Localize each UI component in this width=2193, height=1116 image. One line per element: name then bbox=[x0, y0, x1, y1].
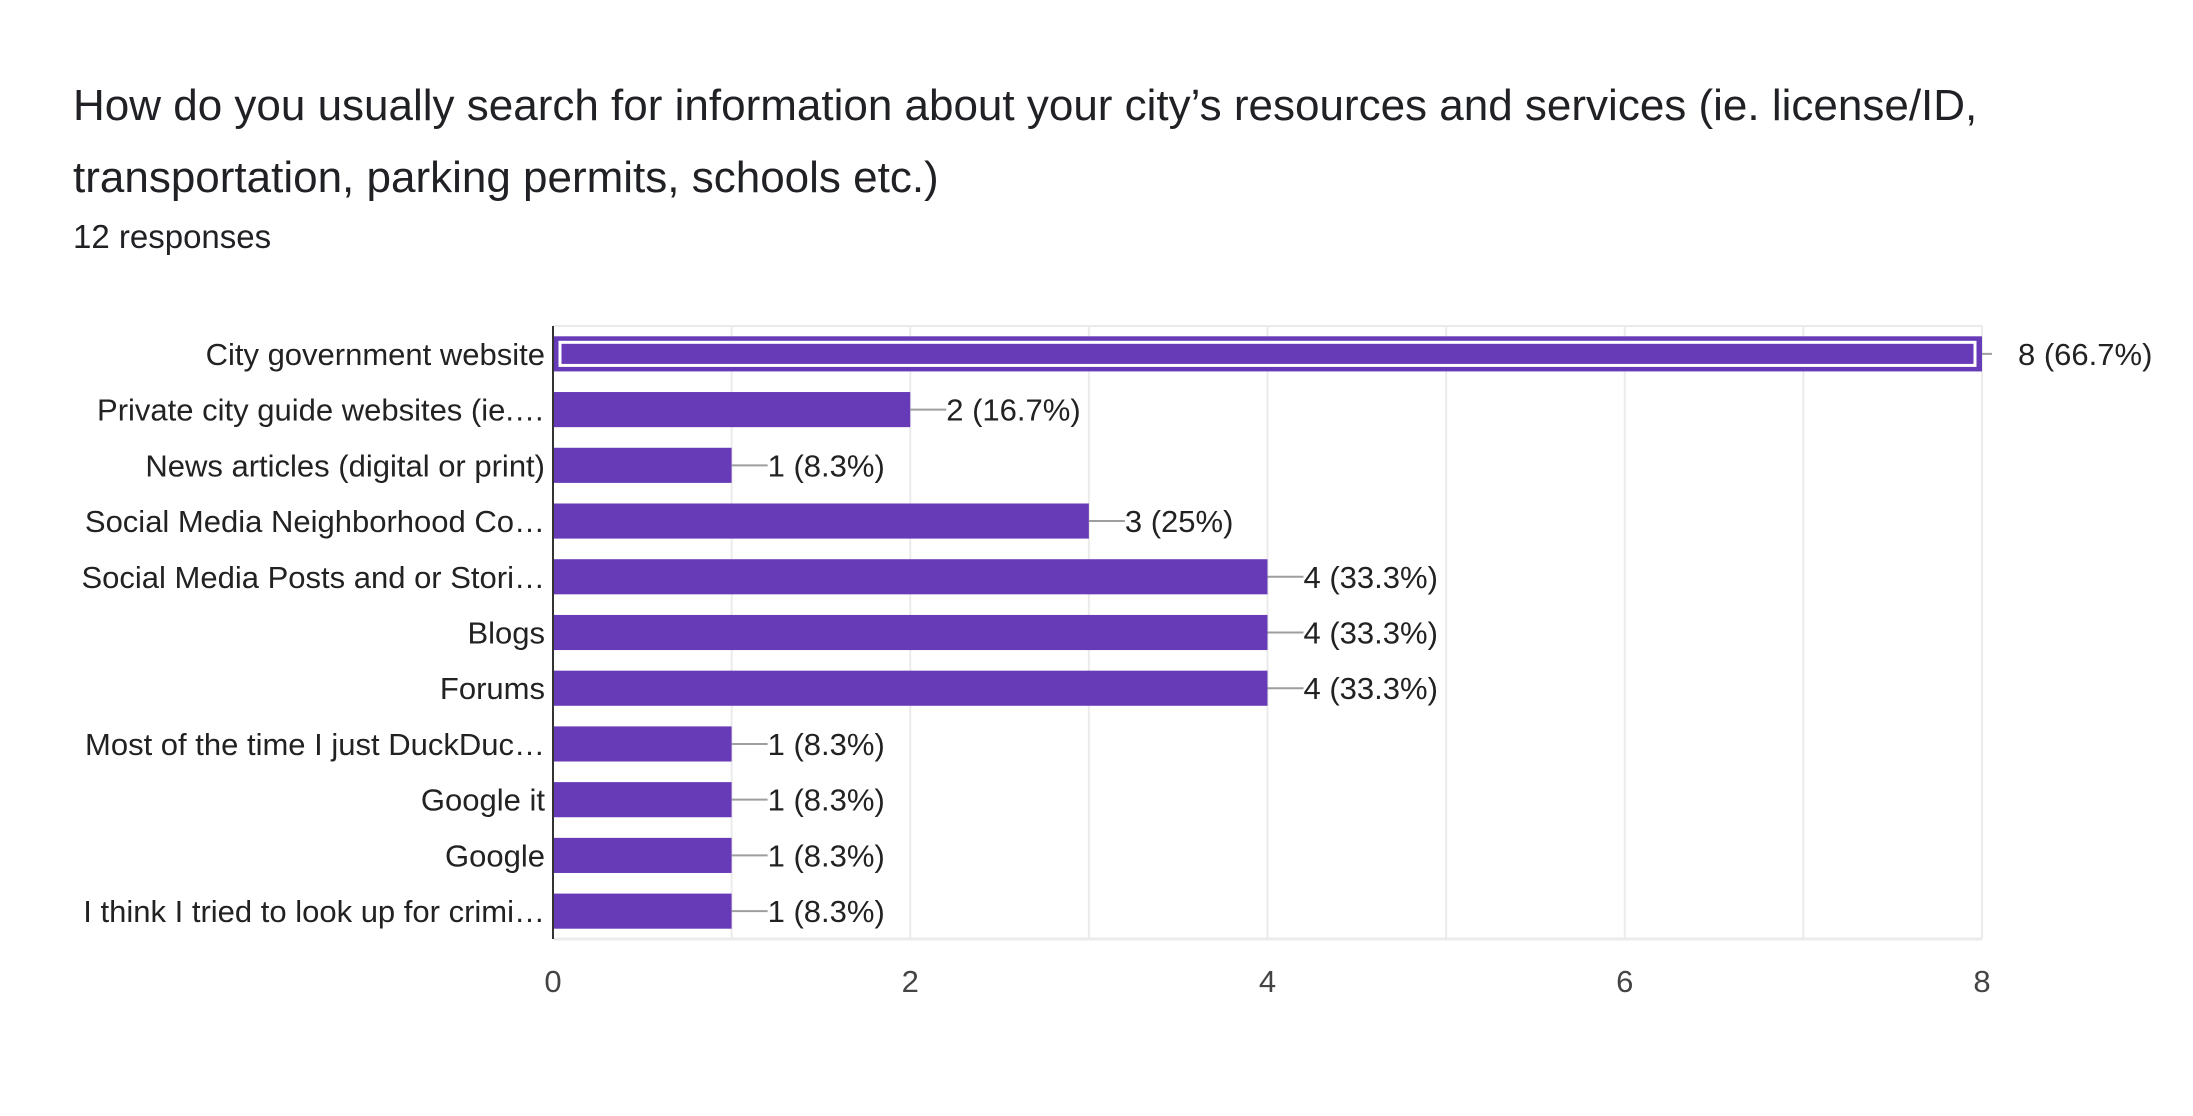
data-label: 1 (8.3%) bbox=[768, 894, 885, 929]
category-label: Private city guide websites (ie.… bbox=[97, 393, 545, 428]
data-label: 1 (8.3%) bbox=[768, 783, 885, 818]
bar bbox=[553, 726, 732, 762]
category-label: Blogs bbox=[467, 616, 545, 651]
category-label: I think I tried to look up for crimi… bbox=[83, 894, 545, 929]
bar bbox=[553, 670, 1268, 706]
category-label: News articles (digital or print) bbox=[145, 448, 545, 483]
data-label: 2 (16.7%) bbox=[946, 393, 1080, 428]
bar bbox=[553, 559, 1268, 595]
bar-highlight bbox=[558, 340, 1977, 367]
data-label: 1 (8.3%) bbox=[768, 727, 885, 762]
category-label: Social Media Neighborhood Co… bbox=[85, 504, 545, 539]
data-label: 4 (33.3%) bbox=[1304, 616, 1438, 651]
category-label: Forums bbox=[440, 671, 545, 706]
x-tick-label: 6 bbox=[1616, 964, 1633, 999]
category-label: City government website bbox=[206, 337, 545, 372]
bar bbox=[553, 893, 732, 929]
data-label: 1 (8.3%) bbox=[768, 838, 885, 873]
response-count: 12 responses bbox=[73, 218, 272, 255]
category-label: Most of the time I just DuckDuc… bbox=[85, 727, 545, 762]
x-tick-label: 2 bbox=[902, 964, 919, 999]
x-tick-label: 0 bbox=[544, 964, 561, 999]
bar bbox=[553, 837, 732, 873]
x-tick-label: 4 bbox=[1259, 964, 1276, 999]
bar bbox=[553, 782, 732, 818]
bar bbox=[553, 447, 732, 483]
category-label: Social Media Posts and or Stori… bbox=[82, 560, 546, 595]
data-label: 3 (25%) bbox=[1125, 504, 1234, 539]
data-label: 4 (33.3%) bbox=[1304, 671, 1438, 706]
bar bbox=[553, 614, 1268, 651]
chart-title: How do you usually search for informatio… bbox=[73, 81, 1978, 202]
data-label: 1 (8.3%) bbox=[768, 448, 885, 483]
data-label: 8 (66.7%) bbox=[2018, 337, 2152, 372]
category-label: Google it bbox=[421, 783, 545, 818]
category-label: Google bbox=[445, 838, 545, 873]
x-tick-label: 8 bbox=[1973, 964, 1990, 999]
bar bbox=[553, 392, 911, 428]
bar bbox=[553, 503, 1089, 539]
data-label: 4 (33.3%) bbox=[1304, 560, 1438, 595]
